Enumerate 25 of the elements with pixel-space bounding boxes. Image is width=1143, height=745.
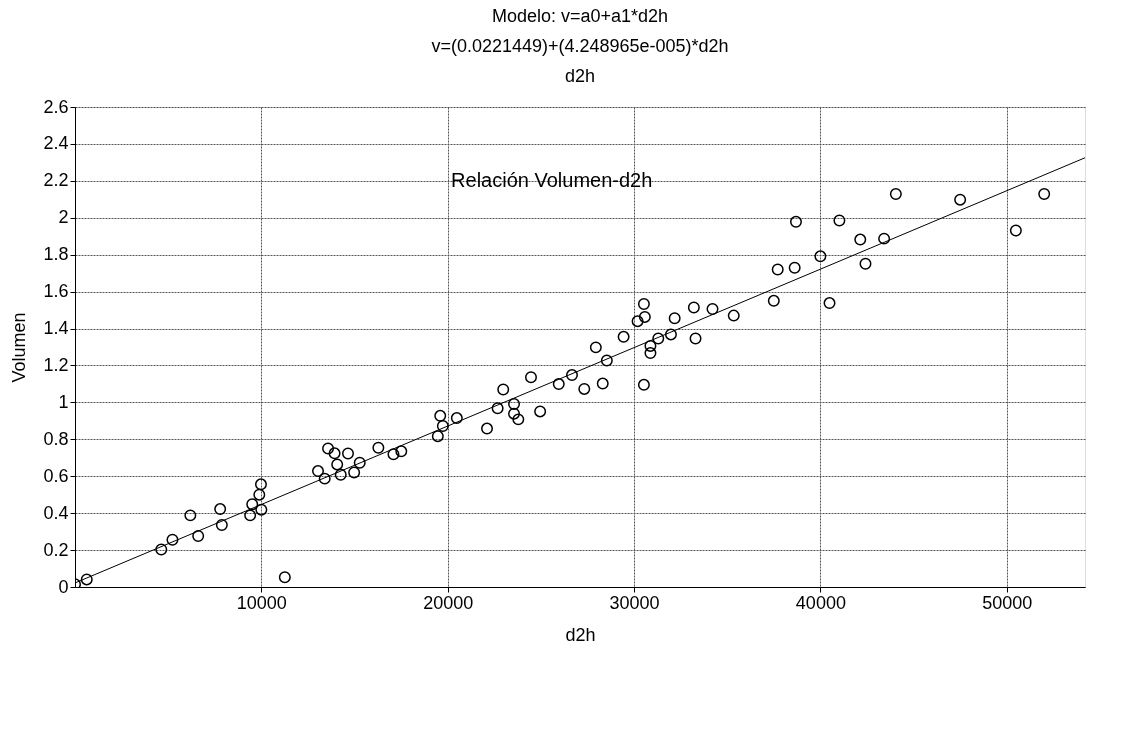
y-tick-label: 2.4 bbox=[43, 133, 69, 154]
y-axis-title: Volumen bbox=[9, 312, 30, 383]
y-tick-label: 1 bbox=[58, 391, 69, 412]
y-tick-label: 2.6 bbox=[43, 96, 69, 117]
x-tick-label: 30000 bbox=[609, 592, 660, 613]
x-tick-label: 20000 bbox=[423, 592, 474, 613]
y-tick-label: 1.4 bbox=[43, 318, 69, 339]
y-tick-label: 0.4 bbox=[43, 502, 69, 523]
x-tick-label: 10000 bbox=[236, 592, 287, 613]
annotation: Relación Volumen-d2h bbox=[451, 168, 653, 191]
y-tick-label: 1.2 bbox=[43, 354, 69, 375]
y-tick-label: 2 bbox=[58, 207, 69, 228]
y-tick-label: 0.2 bbox=[43, 539, 69, 560]
text: d2h bbox=[564, 66, 596, 86]
y-tick-label: 0 bbox=[58, 576, 69, 597]
text: Modelo: v=a0+a1*d2h bbox=[491, 6, 669, 26]
y-tick-label: 2.2 bbox=[43, 170, 69, 191]
x-tick-label: 50000 bbox=[982, 592, 1033, 613]
x-axis-title: d2h bbox=[565, 624, 596, 645]
text: v=(0.0221449)+(4.248965e-005)*d2h bbox=[431, 36, 729, 56]
y-tick-label: 1.8 bbox=[43, 244, 69, 265]
y-tick-label: 0.8 bbox=[43, 428, 69, 449]
y-tick-label: 0.6 bbox=[43, 465, 69, 486]
x-tick-label: 40000 bbox=[795, 592, 846, 613]
y-tick-label: 1.6 bbox=[43, 281, 69, 302]
